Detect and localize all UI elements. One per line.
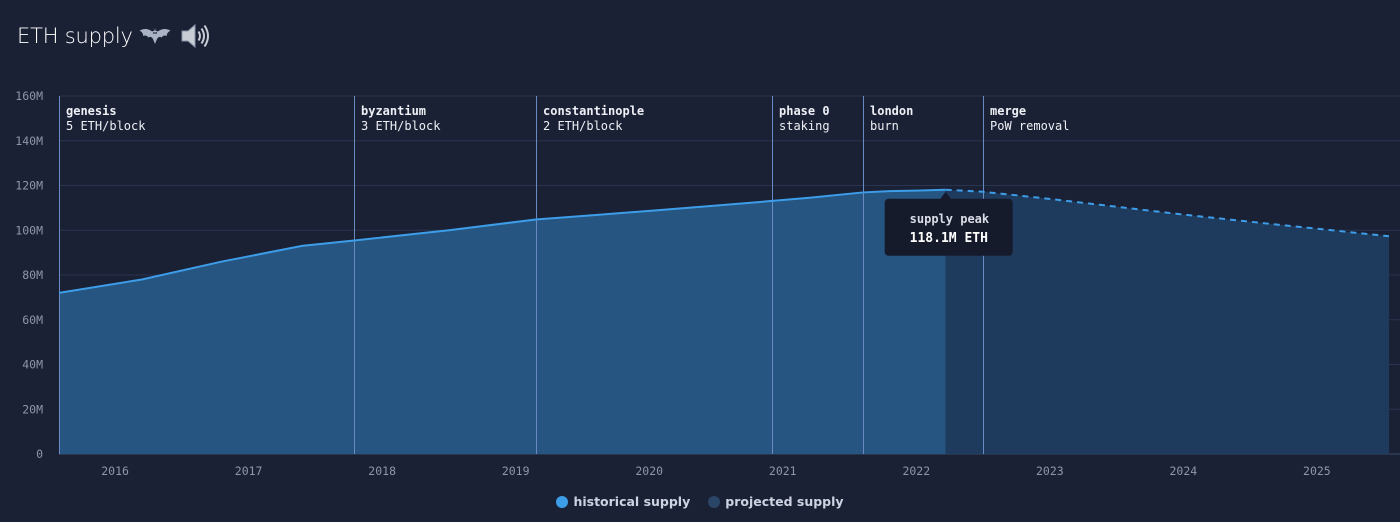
annotation-subtitle: 5 ETH/block	[66, 119, 146, 133]
x-tick-label: 2021	[769, 464, 797, 478]
legend-swatch-projected	[708, 495, 721, 508]
y-tick-label: 20M	[22, 402, 43, 416]
bat-icon[interactable]	[137, 22, 173, 50]
x-tick-label: 2022	[902, 464, 930, 478]
chart-header: ETH supply	[17, 18, 213, 54]
y-tick-label: 40M	[22, 358, 43, 372]
legend-swatch-historical	[556, 495, 569, 508]
annotation-subtitle: staking	[779, 119, 830, 133]
legend-label-historical: historical supply	[573, 494, 691, 509]
historical-supply-line	[58, 188, 946, 294]
annotation-subtitle: 2 ETH/block	[543, 119, 623, 133]
x-tick-label: 2019	[502, 464, 530, 478]
x-tick-label: 2017	[235, 464, 263, 478]
annotation-title: constantinople	[543, 104, 644, 118]
annotation-title: merge	[990, 104, 1026, 118]
speaker-icon[interactable]	[177, 20, 213, 52]
projected-supply-line	[945, 188, 1390, 238]
x-tick-label: 2020	[635, 464, 663, 478]
y-tick-label: 0	[36, 447, 43, 461]
y-tick-label: 80M	[22, 268, 43, 282]
y-tick-label: 140M	[15, 134, 43, 148]
x-tick-label: 2024	[1170, 464, 1198, 478]
page-title: ETH supply	[17, 24, 133, 48]
annotation-subtitle: burn	[870, 119, 899, 133]
tooltip-value: 118.1M ETH	[910, 231, 988, 246]
tooltip-label: supply peak	[910, 212, 990, 226]
legend-label-projected: projected supply	[725, 494, 844, 509]
x-tick-label: 2016	[101, 464, 129, 478]
annotation-title: genesis	[66, 104, 117, 118]
chart-legend: historical supply projected supply	[0, 494, 1400, 509]
legend-item-historical[interactable]: historical supply	[556, 494, 690, 509]
y-tick-label: 120M	[15, 179, 43, 193]
annotation-subtitle: PoW removal	[990, 119, 1069, 133]
legend-item-projected[interactable]: projected supply	[708, 494, 844, 509]
projected-area	[945, 189, 1389, 454]
x-tick-label: 2018	[368, 464, 396, 478]
y-tick-label: 160M	[15, 89, 43, 103]
y-tick-label: 60M	[22, 313, 43, 327]
x-tick-label: 2025	[1303, 464, 1331, 478]
annotation-subtitle: 3 ETH/block	[361, 119, 441, 133]
tooltip-box	[884, 198, 1013, 256]
annotation-title: phase 0	[779, 104, 830, 118]
annotation-title: london	[870, 104, 913, 118]
tooltip-pointer	[939, 191, 952, 200]
historical-area	[59, 189, 946, 454]
annotation-title: byzantium	[361, 104, 426, 118]
y-tick-label: 100M	[15, 223, 43, 237]
x-tick-label: 2023	[1036, 464, 1064, 478]
